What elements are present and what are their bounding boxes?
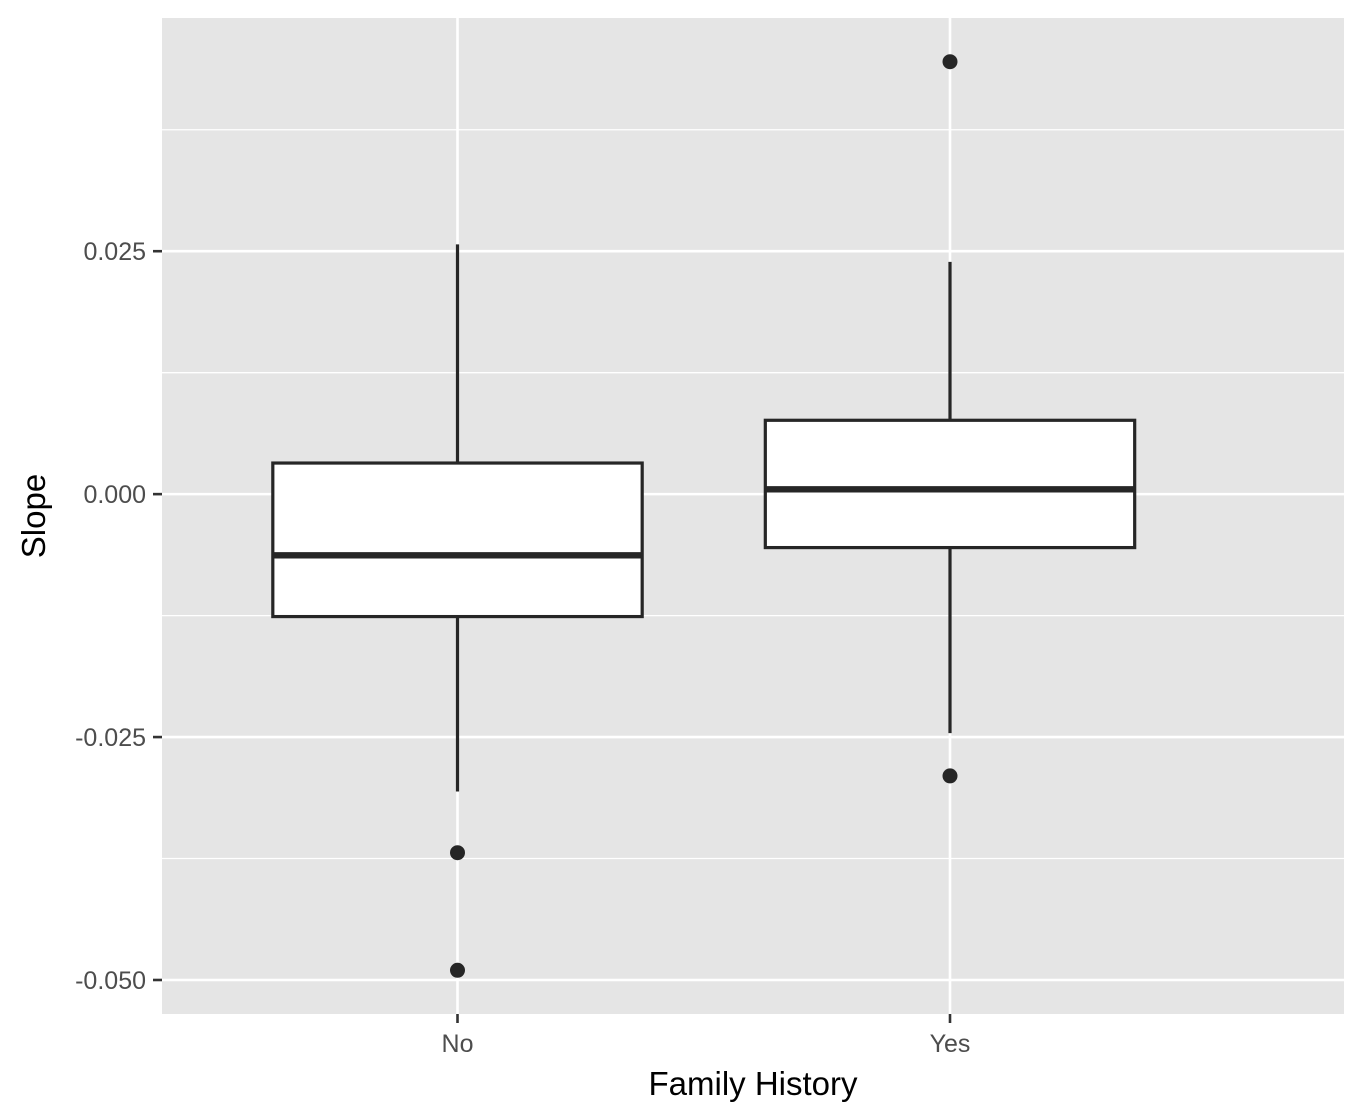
y-tick-label: 0.025 — [83, 238, 146, 266]
y-tick-label: 0.000 — [83, 481, 146, 509]
outlier-point — [450, 962, 465, 978]
box-iqr — [271, 461, 644, 619]
x-axis-title: Family History — [648, 1065, 858, 1102]
y-tick-label: -0.050 — [75, 967, 146, 995]
outlier-point — [942, 54, 958, 70]
outlier-point — [450, 845, 465, 861]
x-tick-label: Yes — [930, 1030, 971, 1058]
outlier-point — [942, 768, 958, 784]
x-tick-label: No — [442, 1030, 474, 1058]
box-group-no — [271, 244, 644, 978]
box-iqr — [763, 418, 1137, 550]
y-axis-title: Slope — [15, 474, 52, 558]
axes: -0.050 -0.025 0.000 0.025 No Yes — [75, 238, 970, 1058]
y-tick-label: -0.025 — [75, 724, 146, 752]
box-series — [271, 54, 1137, 978]
box-group-yes — [763, 54, 1137, 784]
